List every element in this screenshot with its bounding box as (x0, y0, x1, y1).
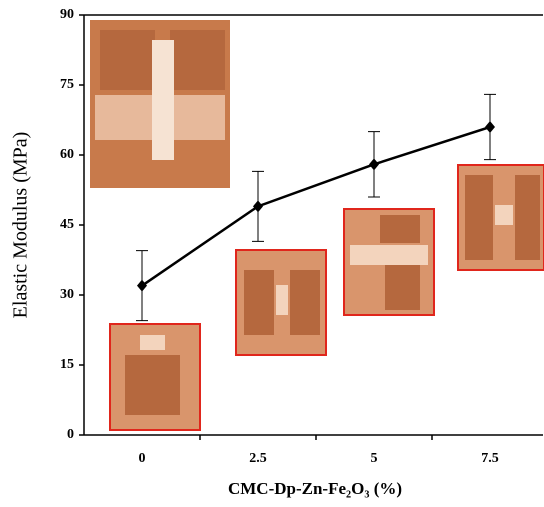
chart: Elastic Modulus (MPa) CMC-Dp-Zn-Fe₂O₃ (%… (0, 0, 544, 507)
photo-detail (125, 355, 180, 415)
photos (90, 20, 544, 430)
y-tick-label: 75 (60, 77, 74, 92)
x-tick-label: 5 (371, 451, 378, 466)
photo-detail (244, 270, 274, 335)
y-tick-label: 0 (67, 427, 74, 442)
y-tick-label: 30 (60, 287, 74, 302)
marker (137, 280, 147, 292)
x-tick-label: 0 (139, 451, 146, 466)
photo-detail (170, 30, 225, 90)
x-axis-title: CMC-Dp-Zn-Fe₂O₃ (%) (228, 479, 402, 498)
y-axis-title: Elastic Modulus (MPa) (10, 132, 32, 319)
photo-detail (350, 245, 428, 265)
photo-detail (152, 40, 174, 160)
photo-detail (290, 270, 320, 335)
photo-detail (465, 175, 493, 260)
photo-detail (140, 335, 165, 350)
y-tick-label: 15 (60, 357, 74, 372)
photo-detail (515, 175, 540, 260)
y-tick-label: 60 (60, 147, 74, 162)
x-tick-label: 2.5 (249, 451, 267, 466)
x-tick-label: 7.5 (481, 451, 499, 466)
photo-detail (385, 265, 420, 310)
marker (369, 158, 379, 170)
photo-detail (100, 30, 155, 90)
marker (253, 200, 263, 212)
marker (485, 121, 495, 133)
photo-detail (495, 205, 513, 225)
photo-detail (276, 285, 288, 315)
y-tick-label: 45 (60, 217, 74, 232)
y-tick-label: 90 (60, 7, 74, 22)
photo-detail (380, 215, 420, 243)
